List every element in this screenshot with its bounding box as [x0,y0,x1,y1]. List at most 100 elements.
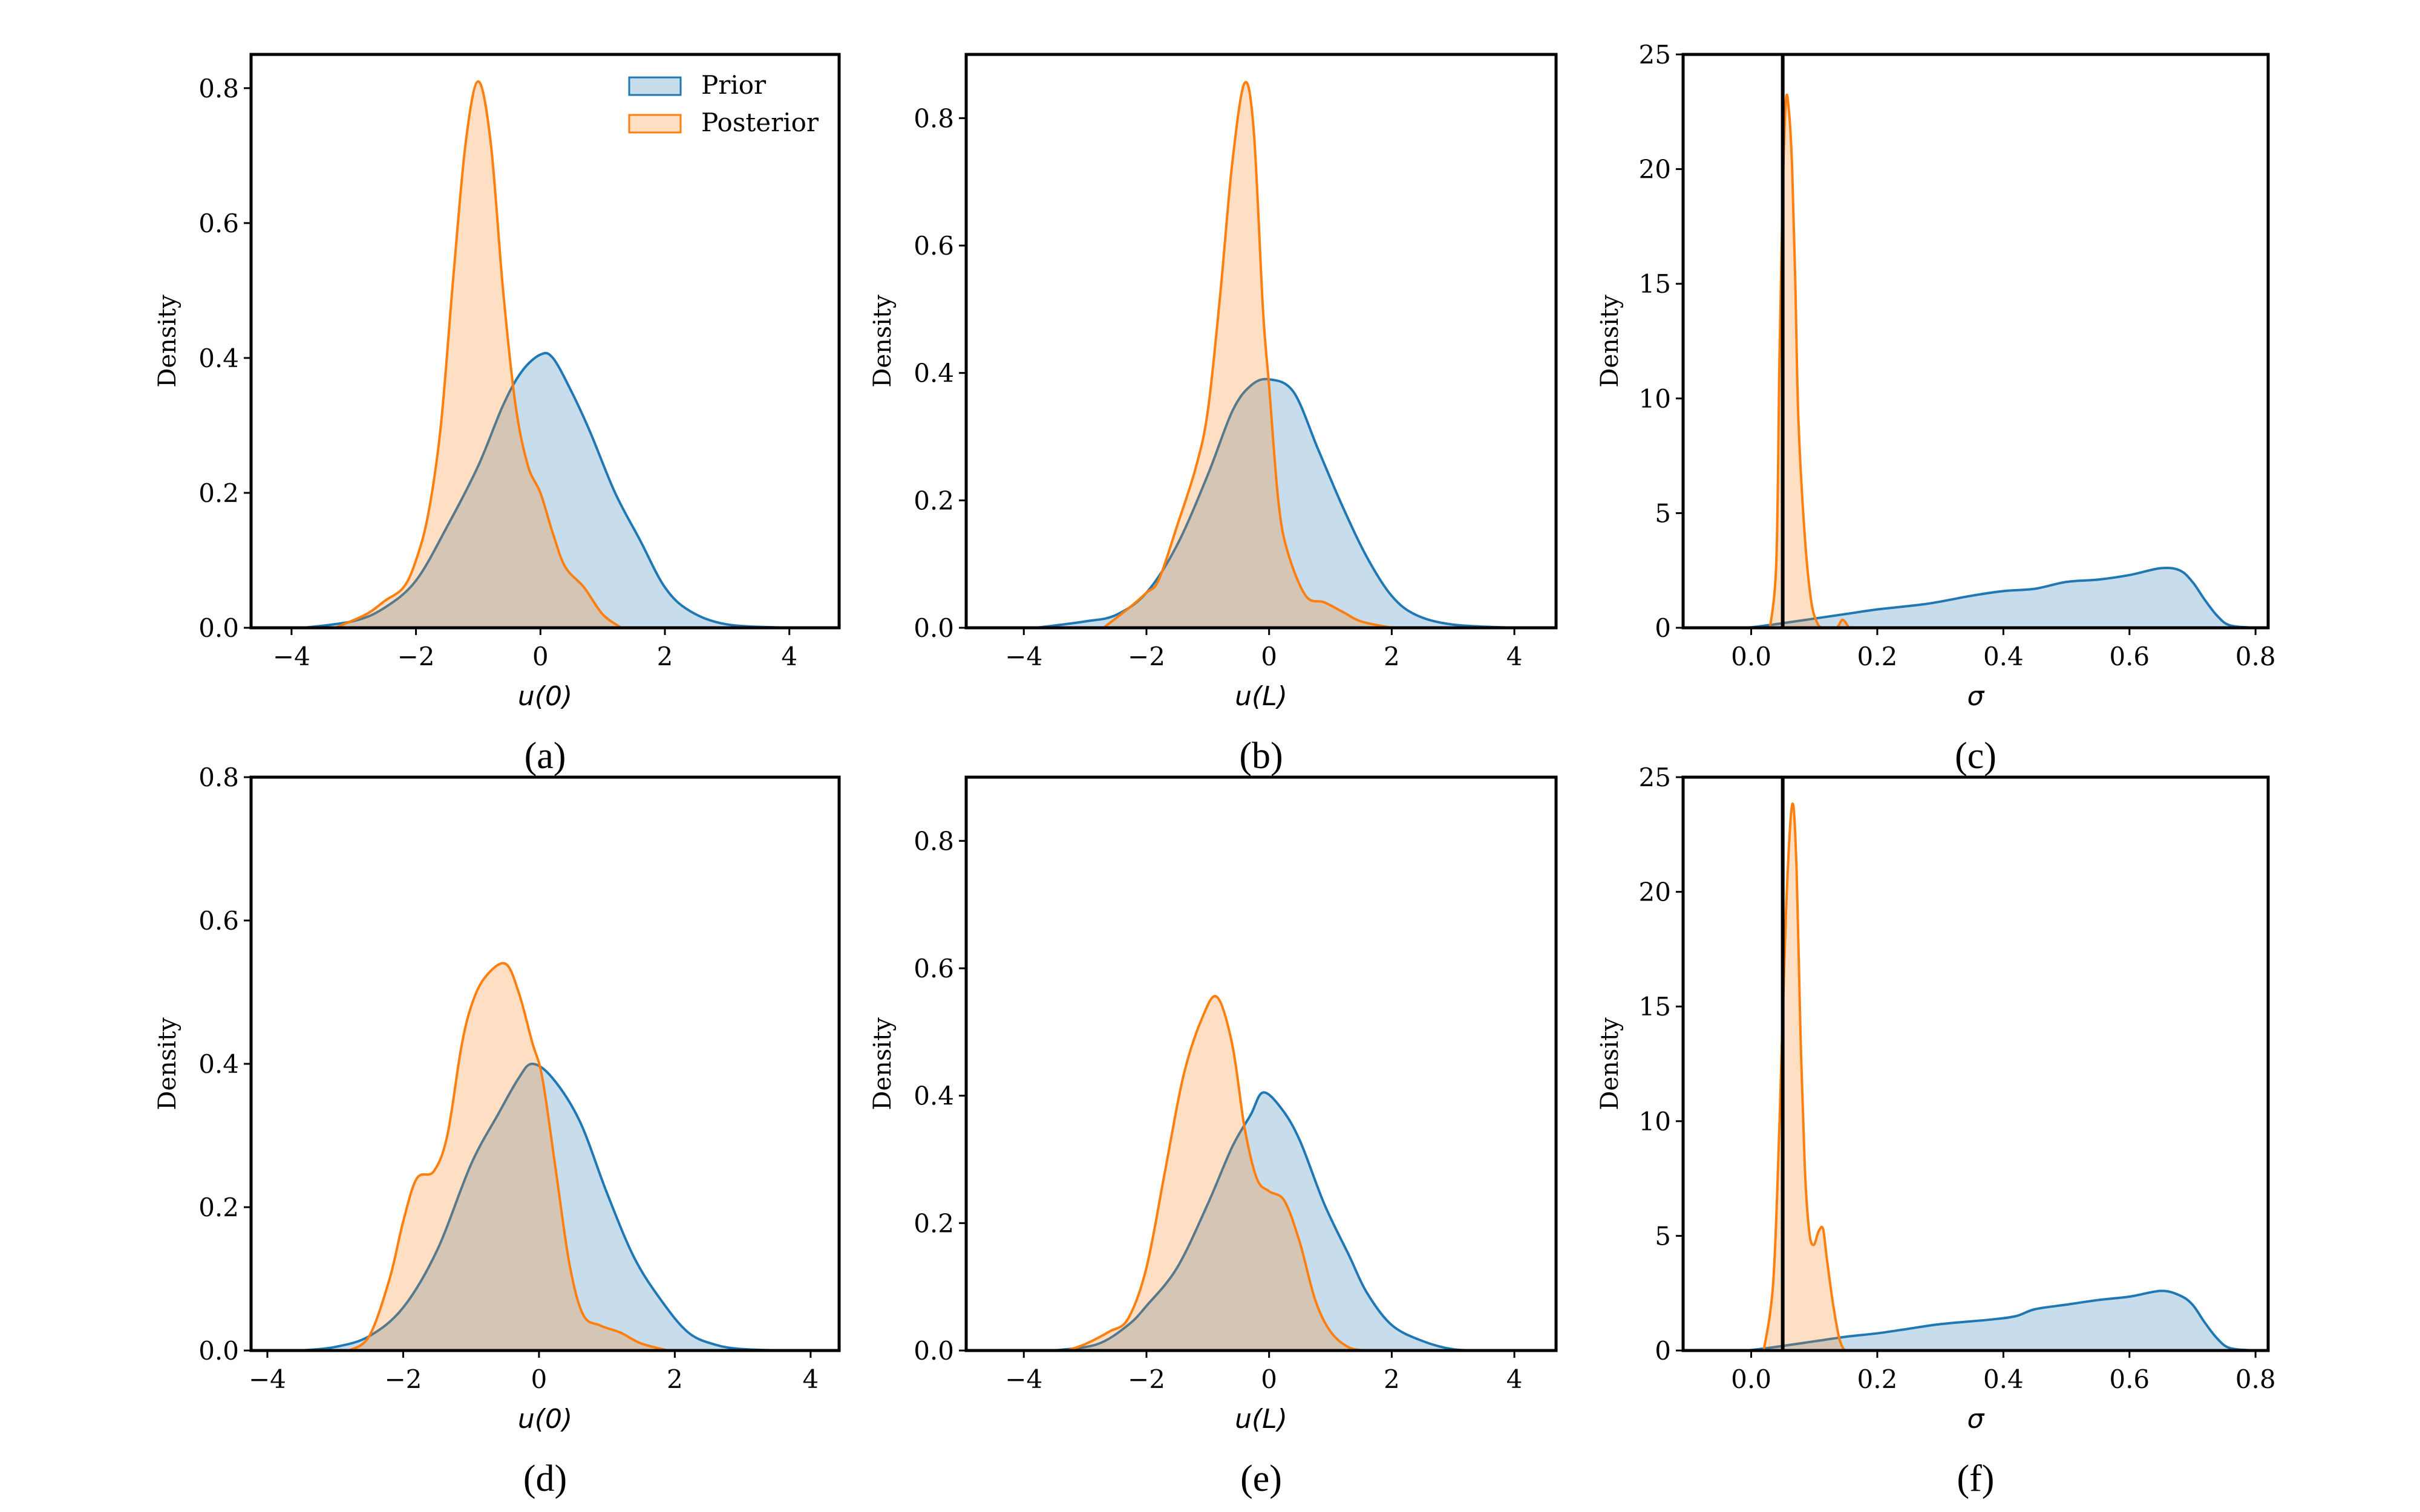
prior-density-fill [304,353,790,628]
panel-e: −4 −2 0 2 4 0.0 0.2 0.4 0.6 0.8 u(L) Density (e) [869,775,1558,1499]
prior-density-fill [301,1064,783,1351]
prior-density-fill [1036,379,1515,628]
x-tick-label: −4 [273,642,310,671]
x-axis-label: σ [1967,1404,1985,1435]
axes-frame [1681,53,2270,630]
y-axis-label: Density [1596,1017,1624,1110]
plot-area [251,80,839,628]
y-tick-label: 0.0 [198,613,239,643]
panel-b: −4 −2 0 2 4 0.0 0.2 0.4 0.6 0.8 u(L) Density (b) [869,53,1558,777]
y-tick-label: 15 [1639,992,1671,1022]
prior-legend-swatch [628,76,682,96]
x-tick-label: 0.0 [1731,1364,1771,1394]
x-tick-label: 4 [802,1364,819,1394]
posterior-legend-swatch [628,114,682,134]
axes-frame [1681,775,2270,1352]
posterior-density-line [1762,802,1846,1351]
x-axis-label: u(L) [1235,681,1287,712]
y-tick-label: 0.6 [914,954,954,983]
plot-area [1683,54,2268,628]
x-axis-label: u(L) [1235,1404,1287,1435]
posterior-density-fill [348,963,669,1351]
posterior-density-line [335,80,623,628]
y-tick-label: 5 [1655,498,1671,528]
x-tick-label: 0.2 [1857,1364,1898,1394]
y-tick-label: 0.4 [198,1049,239,1079]
y-axis-label: Density [154,1017,182,1110]
axes-frame [964,775,1558,1352]
prior-density-line [304,351,790,628]
panel-a: −4 −2 0 2 4 0.0 0.2 0.4 0.6 0.8 u(0) Density (a) [154,53,841,777]
x-tick-label: −2 [1128,642,1165,671]
x-tick-label: 2 [657,642,673,671]
y-tick-label: 25 [1639,40,1671,70]
y-tick-label: 5 [1655,1221,1671,1251]
y-tick-label: 0.4 [914,359,954,388]
y-tick-label: 0.0 [914,1336,954,1366]
y-tick-label: 0.6 [198,906,239,936]
x-tick-label: 2 [667,1364,683,1394]
y-tick-label: 0.6 [914,231,954,261]
y-tick-label: 0.6 [198,209,239,238]
posterior-density-fill [1764,803,1845,1351]
x-tick-label: −4 [249,1364,286,1394]
prior-density-line [1054,1091,1484,1351]
x-tick-label: −2 [384,1364,422,1394]
y-tick-label: 0.2 [914,1208,954,1238]
prior-density-line [301,1062,784,1351]
prior-density-fill [1738,1291,2256,1351]
panel-d: −4 −2 0 2 4 0.0 0.2 0.4 0.6 0.8 u(0) Density (d) [154,763,841,1499]
panel-label: (f) [1957,1458,1995,1499]
x-tick-label: 4 [1506,642,1523,671]
y-tick-label: 0 [1655,1336,1671,1366]
x-tick-label: 0.4 [1983,1364,2024,1394]
posterior-density-line [348,962,669,1351]
posterior-density-fill [1104,82,1392,628]
y-tick-label: 25 [1639,763,1671,792]
x-tick-label: 2 [1384,1364,1400,1394]
posterior-density-fill [335,81,621,628]
x-tick-label: −2 [397,642,435,671]
y-tick-label: 0 [1655,613,1671,643]
y-tick-label: 0.2 [198,1193,239,1222]
prior-density-line [1738,566,2256,628]
y-tick-label: 15 [1639,269,1671,299]
x-tick-label: 0 [532,642,549,671]
posterior-density-line [1066,995,1368,1351]
y-axis-label: Density [1596,295,1624,388]
x-tick-label: −4 [1005,1364,1042,1394]
plot-area [966,995,1556,1351]
x-axis-label: σ [1967,681,1985,712]
panel-label: (a) [525,735,566,777]
x-tick-label: 2 [1384,642,1400,671]
x-tick-label: 0 [531,1364,548,1394]
x-tick-label: −2 [1128,1364,1165,1394]
y-tick-label: 0.0 [914,613,954,643]
panel-label: (e) [1240,1458,1282,1499]
y-tick-label: 0.4 [198,344,239,373]
y-axis-label: Density [154,295,182,388]
y-axis-label: Density [869,1017,897,1110]
x-tick-label: 0.8 [2235,1364,2276,1394]
axes-frame [964,53,1558,630]
panel-label: (c) [1955,735,1996,777]
plot-area [251,962,839,1351]
legend-label: Prior [701,70,767,100]
x-axis-label: u(0) [518,1404,572,1435]
x-tick-label: 0.2 [1857,642,1898,671]
panel-label: (b) [1239,735,1283,777]
x-tick-label: 4 [1506,1364,1523,1394]
axes-frame [249,53,841,630]
y-tick-label: 0.2 [198,478,239,508]
y-tick-label: 20 [1639,155,1671,184]
x-tick-label: 0.6 [2109,1364,2150,1394]
x-tick-label: 0 [1261,642,1277,671]
y-tick-label: 0.2 [914,486,954,515]
y-tick-label: 20 [1639,878,1671,907]
posterior-density-fill [1770,94,1849,628]
prior-density-line [1738,1289,2256,1351]
y-tick-label: 0.0 [198,1336,239,1366]
x-tick-label: 0.6 [2109,642,2150,671]
y-tick-label: 0.8 [914,826,954,856]
y-axis-label: Density [869,295,897,388]
